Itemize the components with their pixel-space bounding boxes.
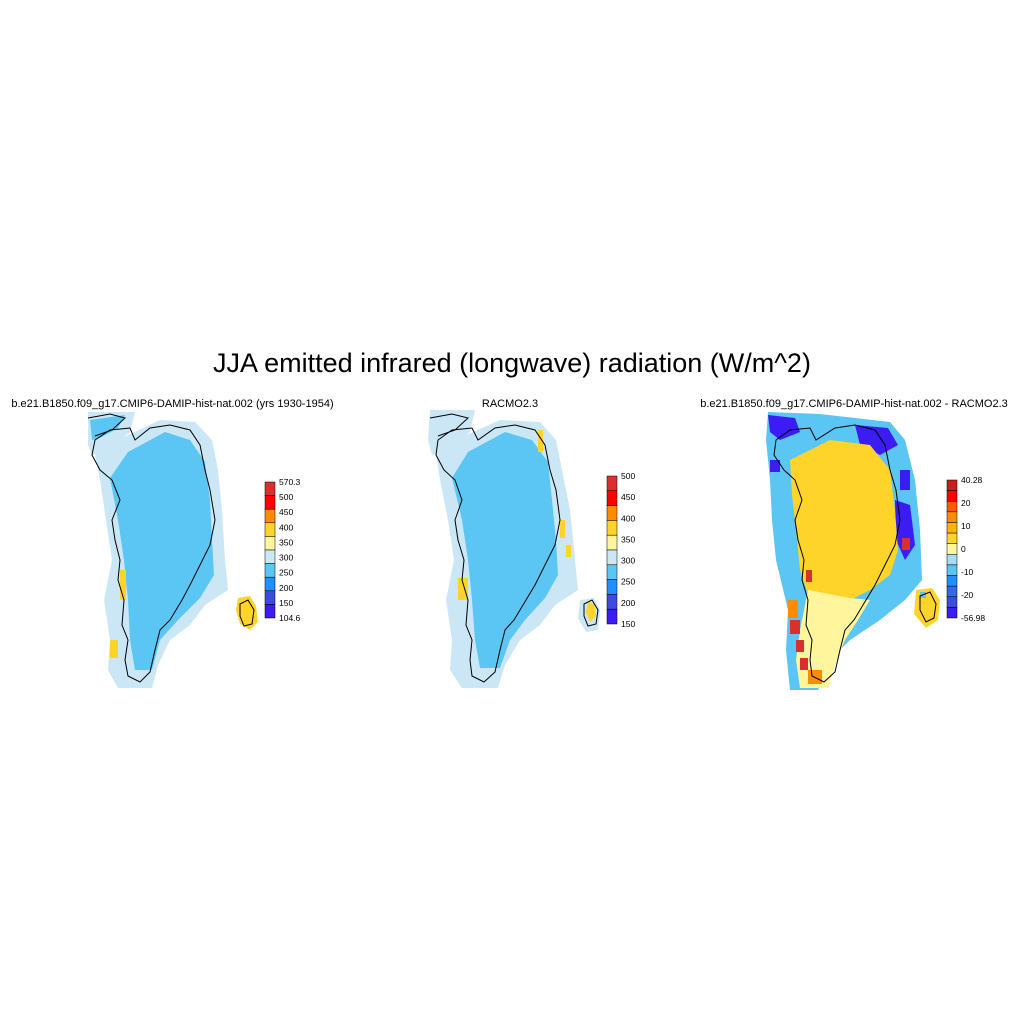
colorbar-label: 250 bbox=[621, 577, 635, 587]
colorbar-label: 150 bbox=[621, 619, 635, 629]
coastline-iceland bbox=[583, 599, 599, 627]
diff-edge-purple bbox=[900, 470, 910, 490]
figure-title: JJA emitted infrared (longwave) radiatio… bbox=[213, 348, 811, 378]
colorbar-label: 300 bbox=[279, 553, 293, 563]
colorbar-label: -56.98 bbox=[961, 613, 985, 623]
warm-spot bbox=[560, 520, 565, 538]
colorbar-label: -20 bbox=[961, 590, 974, 600]
warm-spot bbox=[538, 430, 543, 452]
colorbar-swatch bbox=[946, 607, 958, 619]
colorbar-swatch bbox=[946, 543, 958, 555]
iceland-warm bbox=[586, 602, 596, 622]
colorbar-model: 570.3 500 450 400 350 300 250 200 150 104.6 bbox=[264, 477, 301, 623]
colorbar-label: 200 bbox=[621, 598, 635, 608]
ellesmere-ice-field bbox=[90, 415, 125, 440]
colorbar-label: 450 bbox=[621, 492, 635, 502]
diff-edge-red bbox=[790, 620, 800, 634]
colorbar-label: 450 bbox=[279, 507, 293, 517]
warm-spot bbox=[458, 578, 468, 600]
colorbar-swatch bbox=[946, 532, 958, 544]
warm-spot bbox=[120, 570, 126, 600]
colorbar-swatch bbox=[946, 575, 958, 587]
diff-edge-red bbox=[796, 640, 804, 652]
colorbar-label: 350 bbox=[621, 534, 635, 544]
colorbar-swatch bbox=[264, 604, 276, 619]
colorbar-swatch bbox=[946, 522, 958, 534]
colorbar-difference: 40.28 20 10 0 -10 -20 -56.98 bbox=[946, 475, 985, 623]
greenland-map bbox=[87, 412, 258, 688]
coastline-ellesmere bbox=[87, 413, 127, 437]
colorbar-label: 350 bbox=[279, 537, 293, 547]
colorbar-label: 250 bbox=[279, 568, 293, 578]
greenland-map bbox=[766, 412, 940, 690]
colorbar-swatch bbox=[946, 479, 958, 491]
colorbar-racmo: 500 450 400 350 300 250 200 150 bbox=[606, 471, 635, 629]
diff-edge-orange bbox=[788, 600, 798, 618]
colorbar-swatch bbox=[946, 564, 958, 576]
diff-edge-red bbox=[806, 570, 812, 582]
colorbar-label: -10 bbox=[961, 567, 974, 577]
colorbar-label: 570.3 bbox=[279, 477, 301, 487]
ice-sheet-field bbox=[110, 432, 214, 670]
colorbar-label: 500 bbox=[279, 492, 293, 502]
coastline bbox=[435, 424, 561, 683]
ice-sheet-field bbox=[452, 432, 558, 668]
colorbar-label: 0 bbox=[961, 544, 966, 554]
ellesmere-edge-field bbox=[428, 410, 475, 455]
warm-spot bbox=[110, 640, 118, 658]
coastline-ellesmere bbox=[429, 413, 470, 437]
colorbar-swatch bbox=[946, 511, 958, 523]
colorbar-label: 40.28 bbox=[961, 475, 983, 485]
coastline bbox=[91, 424, 216, 683]
colorbar-swatch bbox=[946, 554, 958, 566]
colorbar-label: 20 bbox=[961, 498, 971, 508]
colorbar-swatch bbox=[946, 585, 958, 598]
coastline-iceland bbox=[919, 591, 937, 623]
greenland-map bbox=[428, 410, 600, 688]
diff-edge-red bbox=[800, 658, 808, 670]
colorbar-swatch bbox=[606, 608, 618, 625]
colorbar-label: 10 bbox=[961, 521, 971, 531]
colorbar-label: 150 bbox=[279, 598, 293, 608]
colorbar-swatch bbox=[946, 596, 958, 608]
coastline-iceland bbox=[239, 599, 255, 627]
panel-title-difference: b.e21.B1850.f09_g17.CMIP6-DAMIP-hist-nat… bbox=[700, 398, 1008, 410]
panel-title-model: b.e21.B1850.f09_g17.CMIP6-DAMIP-hist-nat… bbox=[11, 398, 334, 410]
colorbar-label: 400 bbox=[621, 513, 635, 523]
warm-spot bbox=[566, 545, 571, 557]
diff-south-field bbox=[796, 590, 870, 688]
diff-edge-purple-n bbox=[768, 415, 800, 440]
diff-edge-purple bbox=[770, 460, 780, 472]
colorbar-label: 104.6 bbox=[279, 613, 301, 623]
colorbar-label: 400 bbox=[279, 522, 293, 532]
colorbar-swatch bbox=[946, 500, 958, 513]
colorbar-label: 500 bbox=[621, 471, 635, 481]
diff-edge-red bbox=[902, 538, 910, 550]
panel-title-racmo: RACMO2.3 bbox=[481, 398, 539, 410]
diff-interior-field bbox=[790, 440, 898, 605]
colorbar-label: 200 bbox=[279, 583, 293, 593]
coastline bbox=[773, 424, 901, 683]
colorbar-swatch bbox=[946, 490, 958, 502]
colorbar-label: 300 bbox=[621, 556, 635, 566]
